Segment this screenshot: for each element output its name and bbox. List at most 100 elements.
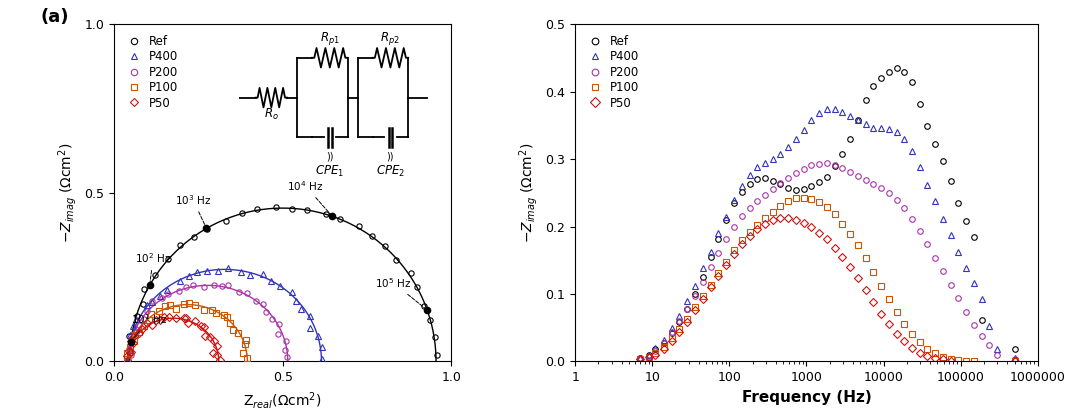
P200 xyxy=(804,163,817,168)
P100 xyxy=(905,331,918,336)
P100 xyxy=(712,271,725,276)
P100 xyxy=(241,356,253,361)
Ref xyxy=(766,178,779,183)
P50 xyxy=(198,324,211,329)
P50 xyxy=(194,323,207,328)
P400 xyxy=(898,137,911,142)
P50 xyxy=(905,345,918,350)
Ref xyxy=(758,176,771,181)
P400 xyxy=(183,273,195,278)
P200 xyxy=(249,299,262,304)
P100 xyxy=(170,306,183,311)
P200 xyxy=(272,332,285,337)
P50 xyxy=(782,215,795,220)
Ref xyxy=(352,223,365,228)
P100 xyxy=(883,297,896,302)
P50 xyxy=(843,264,856,269)
Ref xyxy=(122,334,135,339)
P200 xyxy=(836,166,848,171)
P100 xyxy=(944,356,957,361)
P200 xyxy=(975,333,988,338)
P200 xyxy=(929,255,942,260)
Ref xyxy=(813,180,826,185)
P100 xyxy=(188,303,201,308)
P400 xyxy=(274,283,287,288)
Ref xyxy=(418,303,431,308)
P50 xyxy=(657,347,670,352)
P400 xyxy=(672,313,685,318)
Ref xyxy=(250,207,263,212)
P100 xyxy=(145,311,158,316)
P50 xyxy=(867,300,880,305)
Line: P100: P100 xyxy=(125,300,250,362)
P400 xyxy=(852,118,865,123)
P50 xyxy=(859,287,872,292)
P400 xyxy=(983,324,996,329)
P200 xyxy=(156,295,169,300)
P100 xyxy=(758,215,771,220)
P200 xyxy=(241,290,253,295)
P100 xyxy=(852,243,865,248)
P200 xyxy=(130,330,143,335)
Text: 10$^5$ Hz: 10$^5$ Hz xyxy=(375,276,425,308)
P50 xyxy=(921,354,934,359)
Legend: Ref, P400, P200, P100, P50: Ref, P400, P200, P100, P50 xyxy=(581,30,643,114)
Ref xyxy=(162,256,175,261)
Ref xyxy=(874,76,887,81)
Ref xyxy=(301,207,314,212)
Ref xyxy=(852,118,865,123)
P400 xyxy=(751,165,764,170)
P400 xyxy=(913,165,926,170)
P100 xyxy=(952,357,964,362)
P50 xyxy=(813,230,826,235)
P400 xyxy=(122,354,135,359)
P100 xyxy=(813,199,826,204)
P400 xyxy=(657,337,670,342)
P50 xyxy=(751,227,764,232)
P100 xyxy=(680,316,693,321)
P100 xyxy=(797,195,810,200)
P50 xyxy=(852,275,865,280)
P100 xyxy=(867,269,880,274)
Ref xyxy=(727,201,740,206)
P200 xyxy=(172,288,185,293)
P400 xyxy=(843,114,856,119)
P400 xyxy=(289,299,302,304)
P200 xyxy=(727,224,740,229)
P200 xyxy=(642,354,655,359)
P200 xyxy=(672,318,685,323)
P50 xyxy=(120,354,133,359)
P400 xyxy=(316,344,329,349)
P200 xyxy=(859,178,872,183)
Ref xyxy=(219,219,232,224)
P50 xyxy=(828,245,841,250)
P100 xyxy=(143,317,156,322)
Text: 10$^3$ Hz: 10$^3$ Hz xyxy=(175,193,212,226)
Line: P400: P400 xyxy=(638,106,1017,361)
Text: 10$^1$ Hz: 10$^1$ Hz xyxy=(131,313,168,339)
Ref xyxy=(431,352,444,357)
P400 xyxy=(883,127,896,132)
P100 xyxy=(642,354,655,359)
Ref xyxy=(423,318,436,323)
P50 xyxy=(944,358,957,363)
Line: P50: P50 xyxy=(638,215,1017,364)
P50 xyxy=(890,331,903,336)
P50 xyxy=(204,334,217,339)
Line: P200: P200 xyxy=(127,282,290,360)
P100 xyxy=(232,330,245,335)
Ref xyxy=(804,184,817,189)
P400 xyxy=(929,199,942,204)
Line: P200: P200 xyxy=(638,160,1017,362)
P200 xyxy=(688,294,701,299)
P400 xyxy=(129,317,142,322)
Ref xyxy=(743,182,756,187)
P50 xyxy=(736,242,749,247)
P400 xyxy=(642,352,655,357)
P400 xyxy=(141,303,154,308)
P50 xyxy=(199,334,212,339)
P200 xyxy=(649,348,662,353)
P200 xyxy=(921,242,934,247)
P100 xyxy=(937,354,949,359)
P400 xyxy=(191,270,204,275)
